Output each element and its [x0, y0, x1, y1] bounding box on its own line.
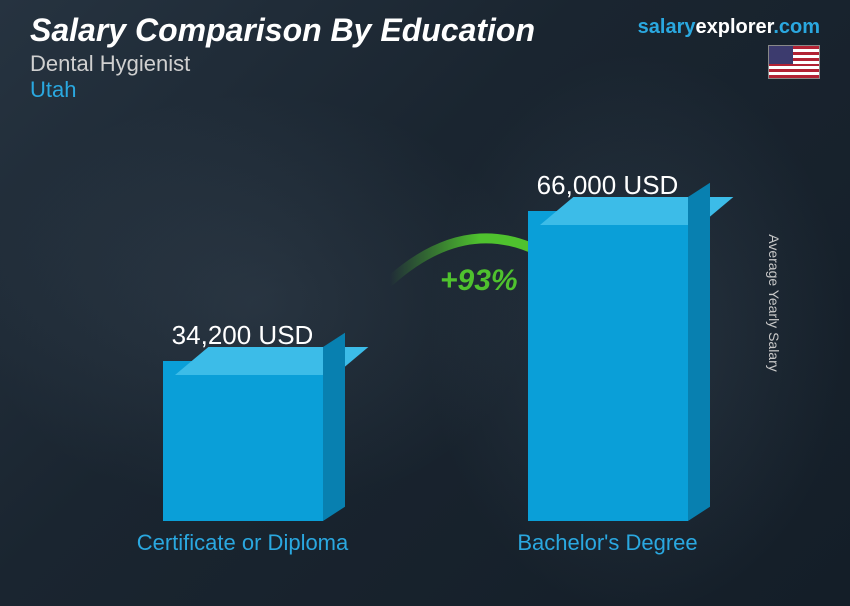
brand-tld: .com: [773, 16, 820, 38]
x-label-certificate: Certificate or Diploma: [103, 530, 383, 556]
bar-group-certificate: 34,200 USD: [103, 320, 383, 521]
bars-container: 34,200 USD 66,000 USD: [60, 121, 790, 521]
bar-front-face: [528, 211, 688, 521]
bar-3d: [163, 361, 323, 521]
us-flag-icon: [768, 45, 820, 79]
chart-area: +93% 34,200 USD 66,000 USD Certificate o…: [60, 116, 790, 556]
x-label-bachelor: Bachelor's Degree: [468, 530, 748, 556]
brand-logo-text: salaryexplorer.com: [638, 16, 820, 39]
x-axis-labels: Certificate or Diploma Bachelor's Degree: [60, 530, 790, 556]
bar-3d: [528, 211, 688, 521]
region-label: Utah: [30, 77, 820, 103]
brand-prefix: salary: [638, 16, 696, 38]
bar-front-face: [163, 361, 323, 521]
bar-side-face: [323, 333, 345, 521]
brand-block: salaryexplorer.com: [638, 16, 820, 79]
bar-group-bachelor: 66,000 USD: [468, 170, 748, 521]
brand-suffix: explorer: [695, 16, 773, 38]
bar-side-face: [688, 183, 710, 521]
